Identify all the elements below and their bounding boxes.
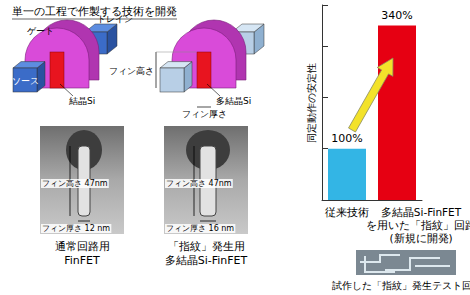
svg-text:(新規に開発): (新規に開発) (389, 232, 452, 244)
svg-text:従来技術: 従来技術 (325, 206, 369, 218)
svg-text:フィン高さ 47nm: フィン高さ 47nm (166, 179, 232, 188)
svg-text:ドレイン: ドレイン (97, 14, 133, 24)
svg-text:フィン厚さ: フィン厚さ (182, 109, 227, 119)
svg-text:100%: 100% (331, 132, 362, 145)
svg-text:「指紋」発生用多結晶Si-FinFET: 「指紋」発生用多結晶Si-FinFET (165, 240, 248, 267)
svg-text:試作した「指紋」発生テスト回路: 試作した「指紋」発生テスト回路 (332, 280, 470, 291)
svg-text:ソース: ソース (12, 76, 39, 86)
svg-text:結晶Si: 結晶Si (68, 96, 95, 106)
svg-text:フィン高さ 47nm: フィン高さ 47nm (42, 179, 108, 188)
svg-text:多結晶Si: 多結晶Si (216, 96, 251, 106)
svg-text:フィン厚さ 12 nm: フィン厚さ 12 nm (42, 224, 110, 233)
svg-text:多結晶Si-FinFET: 多結晶Si-FinFET (381, 206, 462, 218)
svg-text:同定動作の安定性: 同定動作の安定性 (306, 63, 317, 143)
svg-text:単一の工程で作製する技術を開発: 単一の工程で作製する技術を開発 (12, 5, 177, 18)
svg-text:通常回路用FinFET: 通常回路用FinFET (55, 240, 110, 267)
svg-text:フィン高さ: フィン高さ (109, 66, 154, 76)
svg-text:ゲート: ゲート (27, 26, 54, 36)
svg-text:フィン厚さ 16 nm: フィン厚さ 16 nm (166, 224, 234, 233)
svg-text:340%: 340% (381, 9, 412, 22)
svg-text:を用いた「指紋」回路: を用いた「指紋」回路 (366, 219, 470, 231)
